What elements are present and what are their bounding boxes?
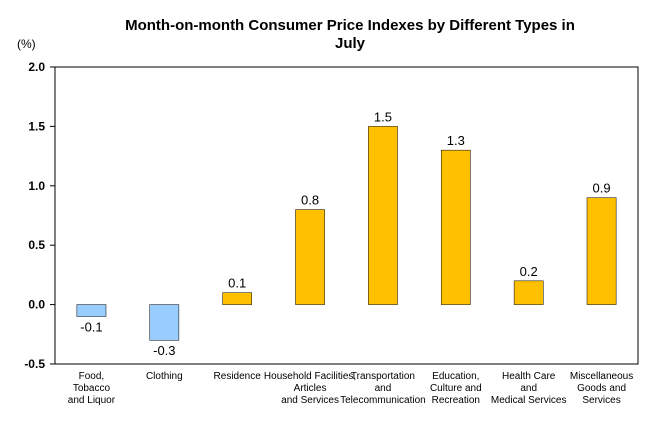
x-tick-label-line: Miscellaneous	[570, 371, 633, 382]
y-axis: 2.0 1.5 1.0 0.5 0.0 -0.5	[24, 60, 55, 371]
plot-area	[54, 66, 639, 365]
x-tick-label: Clothing	[146, 371, 183, 382]
x-tick-label-line: Residence	[214, 371, 262, 382]
x-tick-label-line: Transportation	[351, 371, 415, 382]
chart-title-line-2: July	[335, 35, 366, 52]
y-tick-label: 1.5	[28, 119, 45, 133]
x-tick-label-line: Services	[582, 395, 620, 406]
x-tick-label-line: Recreation	[432, 395, 480, 406]
chart-title-line-1: Month-on-month Consumer Price Indexes by…	[125, 17, 575, 34]
x-tick-label-line: Education,	[432, 371, 479, 382]
x-tick-label-line: Household Facilities,	[264, 371, 356, 382]
x-tick-label-line: Food,	[79, 371, 105, 382]
x-tick-label-line: Culture and	[430, 383, 482, 394]
y-tick-label: 0.0	[28, 298, 45, 312]
x-tick-label-line: and	[375, 383, 392, 394]
x-tick-label-line: Health Care	[502, 371, 556, 382]
y-tick-label: 2.0	[28, 60, 45, 74]
bar	[513, 280, 544, 305]
bar	[76, 304, 107, 317]
x-tick-label-line: and Liquor	[68, 395, 116, 406]
x-tick-label-line: Tobacco	[73, 383, 111, 394]
x-tick-label-line: and Services	[281, 395, 339, 406]
data-label: 0.8	[301, 193, 319, 208]
x-tick-label-line: Articles	[294, 383, 327, 394]
data-label: 0.9	[593, 181, 611, 196]
x-tick-label-line: Clothing	[146, 371, 183, 382]
y-tick-label: -0.5	[24, 357, 45, 371]
bar	[586, 197, 617, 305]
y-axis-unit-label: (%)	[17, 37, 36, 51]
bar	[295, 209, 325, 305]
x-tick-label-line: Telecommunication	[340, 395, 426, 406]
x-tick-label-line: and	[520, 383, 537, 394]
data-label: -0.3	[153, 343, 175, 358]
y-tick-label: 0.5	[28, 238, 45, 252]
x-tick-label-line: Medical Services	[491, 395, 567, 406]
data-label: 1.5	[374, 109, 392, 124]
x-tick-label-line: Goods and	[577, 383, 626, 394]
data-label: 1.3	[447, 133, 465, 148]
x-tick-label: Residence	[214, 371, 262, 382]
bar	[368, 126, 398, 305]
data-label: 0.1	[228, 276, 246, 291]
data-label: 0.2	[520, 264, 538, 279]
data-label: -0.1	[80, 319, 102, 334]
bars: -0.1 -0.3 0.1 0.8 1.5 1.3 0.2 0.9	[76, 109, 617, 358]
bar	[440, 149, 471, 305]
bar	[149, 304, 180, 341]
y-tick-label: 1.0	[28, 179, 45, 193]
bar	[222, 292, 253, 305]
